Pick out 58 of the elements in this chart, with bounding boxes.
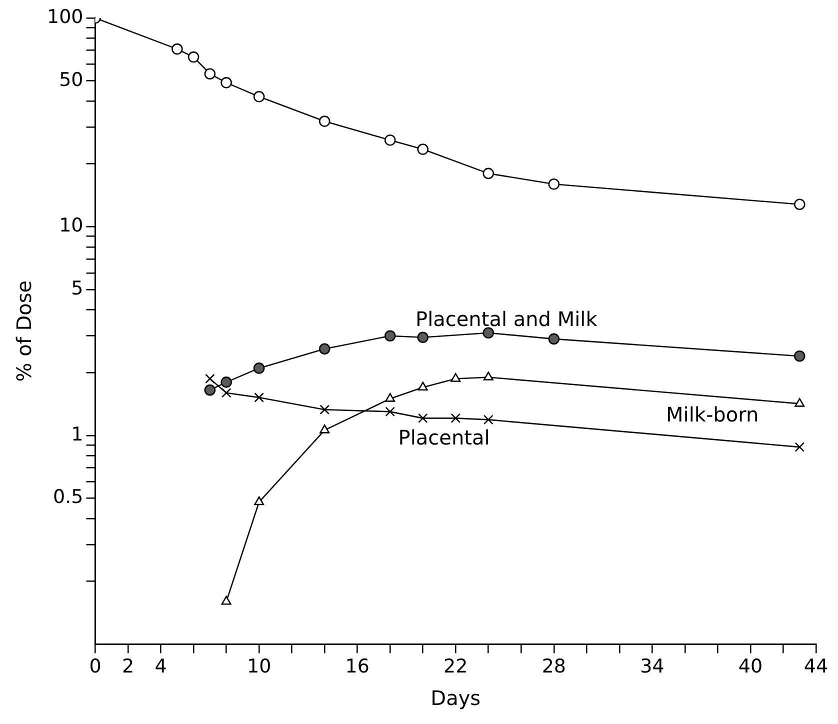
point	[484, 414, 494, 425]
point	[548, 333, 560, 345]
point	[794, 398, 805, 407]
point	[483, 372, 494, 380]
point	[450, 373, 461, 382]
y-tick-label: 1	[71, 423, 84, 446]
x-tick-label: 2	[122, 656, 134, 678]
point	[221, 388, 232, 398]
point	[417, 144, 429, 155]
point	[384, 330, 396, 342]
x-tick-label: 40	[738, 656, 763, 678]
y-tick-label: 10	[59, 214, 84, 237]
x-axis-title: Days	[430, 686, 481, 710]
point	[320, 404, 330, 415]
series-label: Placental and Milk	[415, 307, 598, 332]
y-tick-label: 5	[71, 278, 84, 300]
point	[254, 496, 264, 506]
point	[450, 413, 461, 424]
point	[794, 198, 806, 210]
point	[320, 424, 330, 434]
point	[418, 413, 428, 424]
x-tick-label: 34	[640, 656, 664, 678]
point	[482, 168, 494, 180]
x-tick-label: 44	[804, 656, 828, 678]
y-tick-label: 50	[59, 68, 84, 91]
point	[204, 384, 216, 396]
point	[384, 134, 396, 146]
point	[220, 77, 232, 88]
point	[794, 442, 805, 452]
point	[172, 43, 183, 55]
x-tick-label: 28	[542, 656, 566, 678]
point	[220, 376, 232, 388]
x-tick-label: 0	[89, 656, 102, 678]
point	[221, 596, 232, 605]
series-label: Milk-born	[666, 402, 759, 426]
point	[418, 382, 428, 391]
point	[318, 343, 330, 354]
y-tick-label: 0.5	[53, 486, 84, 508]
point	[417, 332, 429, 344]
x-tick-label: 4	[154, 656, 167, 678]
x-tick-label: 10	[246, 656, 272, 678]
point	[794, 350, 806, 362]
point	[205, 374, 215, 384]
x-tick-label: 22	[444, 656, 468, 678]
point	[204, 68, 216, 80]
point	[253, 90, 265, 102]
point	[482, 327, 494, 339]
point	[385, 393, 396, 402]
point	[318, 116, 330, 127]
point	[188, 51, 200, 63]
point	[253, 362, 265, 374]
point	[548, 178, 560, 190]
series-label: Placental	[398, 426, 490, 450]
y-axis-title: % of Dose	[12, 280, 36, 382]
x-tick-label: 16	[345, 656, 370, 678]
point	[254, 392, 264, 402]
point	[385, 406, 396, 417]
y-tick-label: 100	[47, 6, 84, 28]
